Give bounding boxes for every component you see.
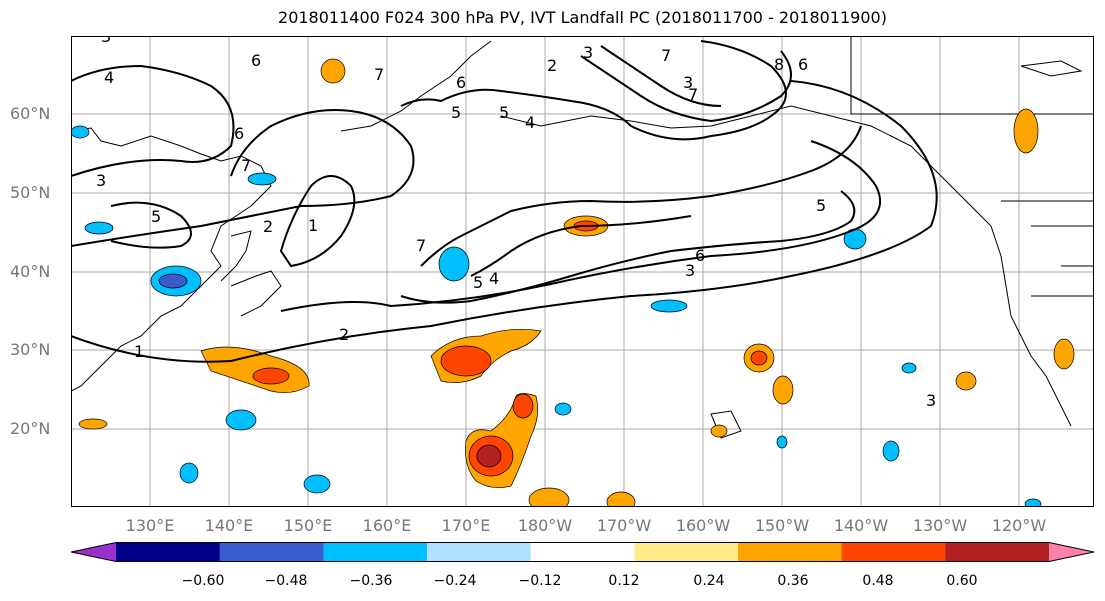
colorbar [71, 542, 1094, 562]
contour-label: 6 [798, 55, 808, 74]
contour-label: 6 [456, 73, 466, 92]
contour-label: 7 [374, 65, 384, 84]
map-title: 2018011400 F024 300 hPa PV, IVT Landfall… [278, 8, 887, 27]
colorbar-tick-label: 0.12 [608, 573, 640, 589]
contour-label: 3 [685, 261, 695, 280]
gridlines [71, 36, 1094, 507]
contour-label: 1 [308, 216, 318, 235]
lon-label: 160°E [362, 516, 412, 535]
negative-anomaly-patches [71, 125, 1042, 507]
lon-label: 140°W [833, 516, 889, 535]
colorbar-segment [530, 542, 635, 562]
lon-label: 160°W [675, 516, 731, 535]
colorbar-tick-label: 0.60 [946, 573, 978, 589]
lon-label: 150°E [283, 516, 333, 535]
lon-label: 140°E [204, 516, 254, 535]
colorbar-segment [634, 542, 739, 562]
colorbar-extend-max [1049, 542, 1094, 562]
map-plot: 3 4 6 7 6 5 5 4 2 3 7 3 7 8 6 6 7 3 5 2 … [71, 36, 1094, 507]
lon-label: 130°W [912, 516, 968, 535]
contour-label: 5 [473, 273, 483, 292]
contour-label: 1 [134, 342, 144, 361]
lat-label: 60°N [10, 104, 51, 123]
contour-label: 6 [234, 124, 244, 143]
colorbar-tick-label: −0.24 [433, 573, 477, 589]
lat-label: 50°N [10, 183, 51, 202]
contour-label: 7 [416, 236, 426, 255]
colorbar-tick-label: 0.36 [777, 573, 809, 589]
contour-label: 5 [816, 196, 826, 215]
contour-label: 6 [695, 246, 705, 265]
lon-label: 170°E [441, 516, 491, 535]
contour-label: 5 [151, 207, 161, 226]
lat-label: 30°N [10, 340, 51, 359]
contour-label: 7 [661, 46, 671, 65]
colorbar-segment [841, 542, 946, 562]
contour-label: 6 [251, 51, 261, 70]
colorbar-segment [323, 542, 428, 562]
colorbar-segment [219, 542, 324, 562]
lon-label: 180°W [517, 516, 573, 535]
lon-label: 150°W [754, 516, 810, 535]
contour-label: 3 [683, 73, 693, 92]
coastlines [71, 36, 1094, 439]
lon-label: 130°E [125, 516, 175, 535]
contour-label: 3 [101, 36, 111, 46]
lat-label: 40°N [10, 262, 51, 281]
colorbar-tick-label: −0.36 [349, 573, 393, 589]
lon-label: 120°W [991, 516, 1047, 535]
contour-label: 2 [547, 56, 557, 75]
contour-label: 7 [241, 156, 251, 175]
contour-label: 3 [926, 391, 936, 410]
colorbar-tick-label: −0.48 [264, 573, 308, 589]
contour-labels: 3 4 6 7 6 5 5 4 2 3 7 3 7 8 6 6 7 3 5 2 … [96, 36, 936, 410]
positive-anomaly-patches [78, 58, 1075, 507]
pv-contours [71, 40, 938, 363]
map-border [71, 36, 1094, 507]
contour-label: 2 [263, 217, 273, 236]
contour-label: 5 [451, 103, 461, 122]
lat-label: 20°N [10, 419, 51, 438]
colorbar-segment [427, 542, 532, 562]
colorbar-tick-label: 0.24 [693, 573, 725, 589]
colorbar-segment [738, 542, 843, 562]
contour-label: 5 [499, 103, 509, 122]
colorbar-outline [71, 542, 1094, 562]
colorbar-segment [945, 542, 1050, 562]
contour-label: 4 [104, 68, 114, 87]
contour-label: 3 [96, 171, 106, 190]
contour-label: 8 [774, 55, 784, 74]
colorbar-extend-min [71, 542, 116, 562]
colorbar-tick-label: 0.48 [862, 573, 894, 589]
contour-label: 3 [583, 43, 593, 62]
contour-label: 4 [489, 269, 499, 288]
lon-label: 170°W [596, 516, 652, 535]
colorbar-tick-label: −0.12 [518, 573, 562, 589]
colorbar-segment [116, 542, 221, 562]
contour-label: 2 [339, 325, 349, 344]
contour-label: 7 [688, 85, 698, 104]
contour-label: 4 [525, 113, 535, 132]
colorbar-tick-label: −0.60 [181, 573, 225, 589]
